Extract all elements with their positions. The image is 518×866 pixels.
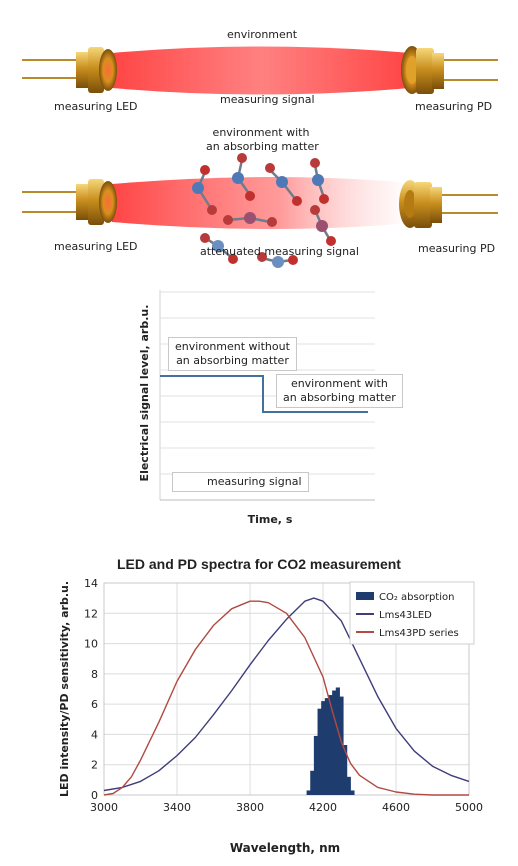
co2-bar	[343, 745, 348, 795]
molecule-icon	[200, 233, 238, 264]
plot-frame	[103, 582, 470, 796]
led-icon	[76, 179, 117, 225]
signal-xlabel: Time, s	[248, 513, 293, 526]
legend-label: measuring signal	[207, 475, 302, 488]
led-label: measuring LED	[54, 100, 138, 113]
co2-bar	[346, 776, 351, 795]
molecule-icon	[257, 252, 298, 268]
top-diagram	[22, 46, 498, 95]
molecule-icon	[223, 212, 277, 227]
molecule-icon	[265, 163, 302, 206]
measuring-signal-label: measuring signal	[220, 93, 315, 106]
co2-bar	[332, 690, 337, 795]
molecule-icon	[310, 158, 329, 204]
molecule-icon	[192, 165, 217, 215]
pd-label: measuring PD	[415, 100, 493, 113]
spectra-chart: 0 2 4 6 8 10 12 14 3000 3400 3800 4200 4600 5000 Wave…	[58, 577, 483, 855]
co2-bar	[310, 770, 315, 795]
signal-ylabel: Electrical signal level, arb.u.	[138, 305, 151, 482]
spectra-xlabel: Wavelength, nm	[230, 841, 340, 855]
y-tick-label: 12	[84, 607, 98, 620]
photodiode-icon	[401, 46, 444, 94]
molecule-icon	[232, 153, 255, 201]
legend-label: Lms43LED	[379, 610, 432, 621]
environment-label: environment	[227, 28, 298, 41]
led-spectrum-line	[103, 597, 470, 792]
legend-swatch	[356, 592, 374, 600]
light-beam	[112, 46, 410, 95]
co2-bar	[350, 790, 355, 795]
co2-bar	[328, 695, 333, 795]
y-tick-label: 0	[91, 789, 98, 802]
attenuated-beam	[112, 177, 420, 229]
pd-sensitivity-line	[103, 600, 469, 796]
pd-label: measuring PD	[418, 242, 496, 255]
co2-bar	[306, 790, 311, 795]
x-tick-label: 4200	[309, 801, 337, 814]
y-tick-label: 8	[91, 668, 98, 681]
x-tick-label: 5000	[455, 801, 483, 814]
photodiode-icon	[399, 180, 442, 228]
x-tick-label: 3800	[236, 801, 264, 814]
spectra-title: LED and PD spectra for CO2 measurement	[117, 556, 401, 572]
with-absorber-box: environment with an absorbing matter	[276, 374, 403, 408]
co2-bar	[313, 735, 319, 795]
co2-bar	[339, 696, 344, 795]
without-absorber-box: environment without an absorbing matter	[168, 337, 297, 371]
led-label: measuring LED	[54, 240, 138, 253]
co2-bar	[335, 687, 340, 795]
x-tick-label: 4600	[382, 801, 410, 814]
co2-bar	[321, 701, 326, 795]
y-tick-label: 6	[91, 698, 98, 711]
x-tick-label: 3000	[90, 801, 118, 814]
y-tick-label: 14	[84, 577, 98, 590]
signal-legend: measuring signal	[172, 472, 309, 492]
y-tick-label: 2	[91, 759, 98, 772]
absorbing-environment-label: environment with an absorbing matter	[206, 126, 319, 153]
y-tick-label: 4	[91, 728, 98, 741]
signal-level-chart: Time, s Electrical signal level, arb.u.	[138, 290, 375, 526]
molecule-icon	[310, 205, 336, 246]
spectra-ylabel: LED intensity/PD sensitivity, arb.u.	[58, 581, 71, 797]
led-icon	[76, 47, 117, 93]
legend-label: Lms43PD series	[379, 628, 459, 639]
measuring-signal-line	[160, 375, 368, 413]
co2-bar	[317, 708, 322, 795]
x-tick-label: 3400	[163, 801, 191, 814]
y-tick-label: 10	[84, 638, 98, 651]
attenuated-signal-label: attenuated measuring signal	[200, 245, 359, 258]
co2-bar	[324, 698, 329, 795]
middle-diagram	[22, 153, 498, 268]
legend-label: CO₂ absorption	[379, 592, 454, 603]
